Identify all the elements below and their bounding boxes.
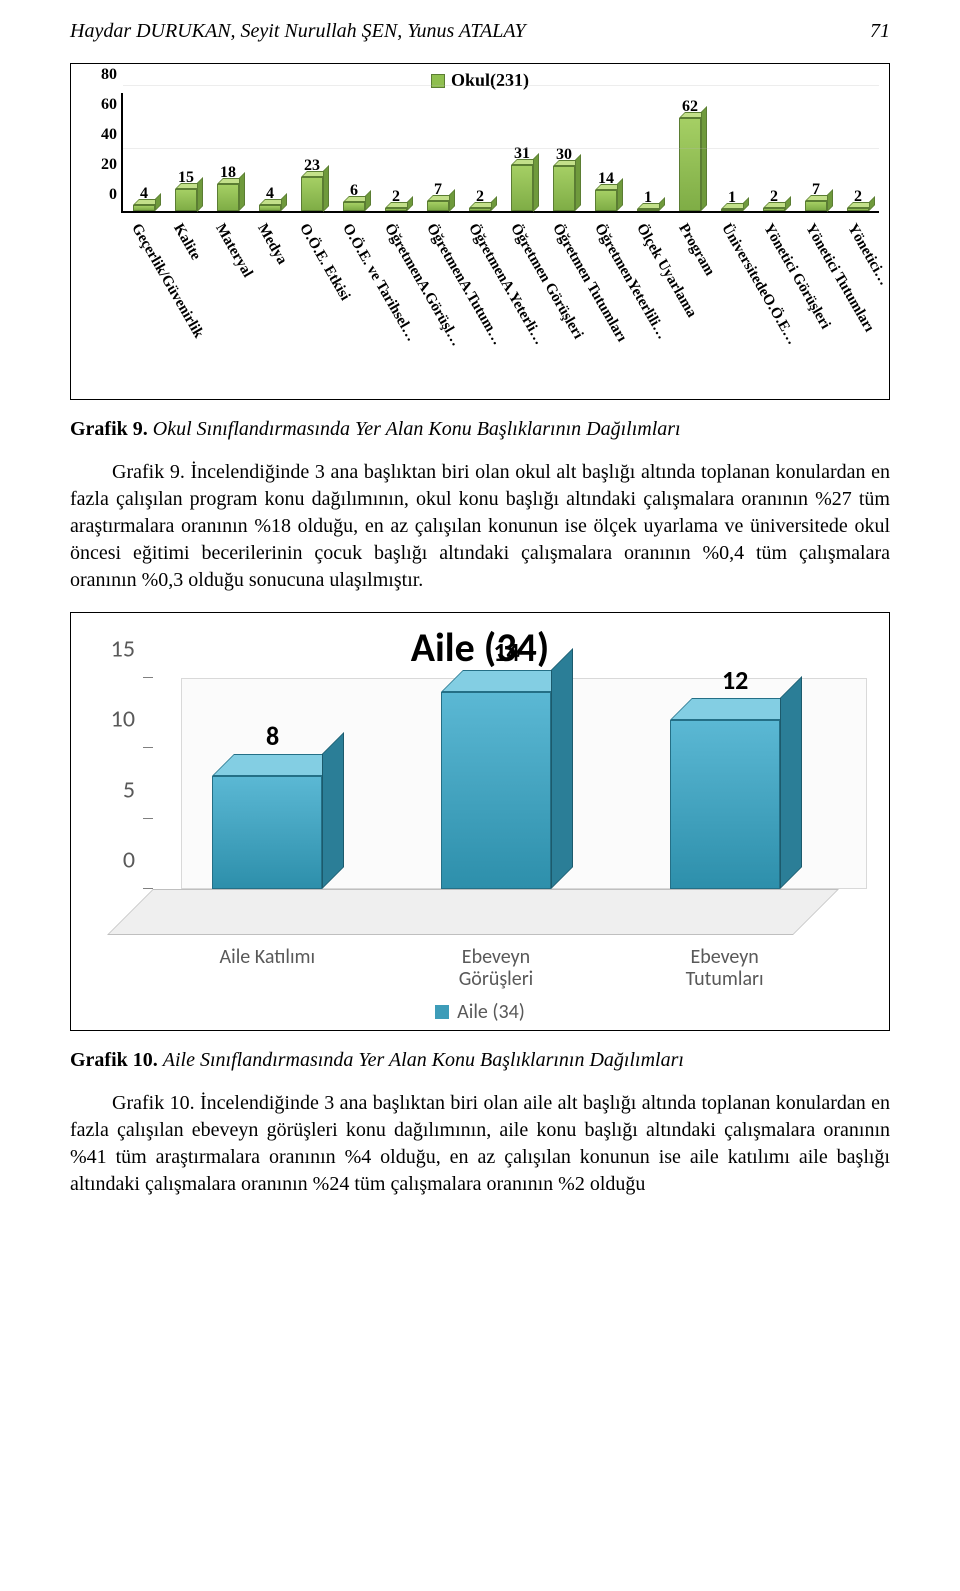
grafik9-xlabel: Kalite [163,213,205,393]
grafik9-ytick: 20 [101,156,117,174]
grafik9-bar: 4 [249,205,291,211]
grafik9-xlabel: Materyal [205,213,247,393]
paragraph-grafik9: Grafik 9. İncelendiğinde 3 ana başlıktan… [70,459,890,594]
grafik9-xlabel: Yönetici Tutumları [795,213,837,393]
grafik9-xlabel: ÖğretmenYeterlili… [584,213,626,393]
grafik9-xlabels: Geçerlik/GüvenirlikKaliteMateryalMedyaO.… [121,213,879,393]
grafik9-bar: 23 [291,177,333,212]
grafik9-bar: 15 [165,189,207,212]
grafik10-xlabels: Aile Katılımı EbeveynGörüşleri EbeveynTutu… [153,946,879,990]
grafik9-xlabel: O.Ö.E. ve Tarihsel… [332,213,374,393]
page-header: Haydar DURUKAN, Seyit Nurullah ŞEN, Yunu… [70,20,890,43]
grafik9-xlabel: Medya [247,213,289,393]
grafik9-bar: 4 [123,205,165,211]
grafik10-bar-value: 14 [493,636,519,668]
grafik10-title: Aile (34) [81,623,879,672]
grafik10-ytick: 0 [123,846,135,875]
grafik10-caption-bold: Grafik 10. [70,1049,158,1071]
grafik9-bar: 30 [543,166,585,211]
header-authors: Haydar DURUKAN, Seyit Nurullah ŞEN, Yunu… [70,20,526,43]
paragraph-grafik10: Grafik 10. İncelendiğinde 3 ana başlıkta… [70,1090,890,1198]
grafik9-legend: Okul(231) [77,70,883,91]
grafik10-bars: 8 14 12 [153,678,839,889]
grafik9-xlabel: Öğretmen Görüşleri [500,213,542,393]
grafik9-xlabel: Yönetici… [837,213,879,393]
grafik10-caption: Grafik 10. Aile Sınıflandırmasında Yer A… [70,1049,890,1072]
grafik10-chart: Aile (34) 0 5 10 15 8 14 12 Aile Katılımı Ebev… [70,612,890,1031]
grafik9-ytick: 60 [101,96,117,114]
grafik10-xlabel: EbeveynGörüşleri [421,946,571,990]
grafik10-caption-italic: Aile Sınıflandırmasında Yer Alan Konu Ba… [163,1049,684,1071]
grafik10-bar: 12 [650,720,800,889]
grafik10-bar-value: 12 [722,664,748,696]
grafik9-xlabel: Öğretmen Tutumları [542,213,584,393]
grafik9-yaxis: 020406080 [77,93,121,213]
grafik9-xlabel: ÖğretmenA.Yeterli… [458,213,500,393]
grafik9-xlabel: Geçerlik/Güvenirlik [121,213,163,393]
grafik9-caption-bold: Grafik 9. [70,418,148,440]
grafik9-bar: 18 [207,184,249,211]
grafik10-bar-value: 8 [266,720,279,752]
grafik9-bar: 31 [501,165,543,212]
grafik9-bar: 14 [585,190,627,211]
grafik10-legend-label: Aile (34) [457,1000,525,1024]
grafik9-bars: 4151842362723130141621272 [121,93,879,213]
grafik10-xlabel: EbeveynTutumları [650,946,800,990]
grafik9-xlabel: ÖğretmenA.Tutum… [416,213,458,393]
grafik10-ytick: 5 [123,775,135,804]
grafik9-legend-swatch [431,74,445,88]
grafik10-floor [107,889,839,935]
grafik9-xlabel: Yönetici Görüşleri [753,213,795,393]
grafik9-legend-label: Okul(231) [451,70,529,91]
grafik9-bar: 2 [375,208,417,211]
grafik9-bar: 2 [837,208,879,211]
grafik9-bar: 7 [795,201,837,212]
grafik9-xlabel: Program [668,213,710,393]
grafik9-xlabel: O.Ö.E. Etkisi [289,213,331,393]
grafik10-bar: 14 [421,692,571,889]
grafik9-caption: Grafik 9. Okul Sınıflandırmasında Yer Al… [70,418,890,441]
grafik9-ytick: 80 [101,66,117,84]
grafik10-legend: Aile (34) [81,1000,879,1024]
grafik9-xlabel: ÖğretmenA.Görüşl… [374,213,416,393]
grafik9-bar: 7 [417,201,459,212]
grafik9-bar: 1 [627,209,669,211]
grafik9-bar: 2 [753,208,795,211]
header-page-number: 71 [870,20,890,43]
grafik9-ytick: 40 [101,126,117,144]
grafik10-legend-swatch [435,1005,449,1019]
grafik9-xlabel: ÜniversitedeO.Ö.E… [711,213,753,393]
grafik9-bar: 6 [333,202,375,211]
grafik9-bar: 2 [459,208,501,211]
grafik10-bar: 8 [192,776,342,889]
grafik9-bar: 1 [711,209,753,211]
grafik10-ytick: 10 [111,705,135,734]
grafik9-chart: Okul(231) 020406080 41518423627231301416… [70,63,890,400]
grafik9-bar: 62 [669,118,711,211]
grafik9-caption-italic: Okul Sınıflandırmasında Yer Alan Konu Ba… [153,418,681,440]
grafik10-plot: 8 14 12 [153,678,879,938]
grafik9-ytick: 0 [109,186,117,204]
grafik9-xlabel: Ölçek Uyarlama [626,213,668,393]
grafik10-ytick: 15 [111,635,135,664]
grafik10-xlabel: Aile Katılımı [192,946,342,990]
